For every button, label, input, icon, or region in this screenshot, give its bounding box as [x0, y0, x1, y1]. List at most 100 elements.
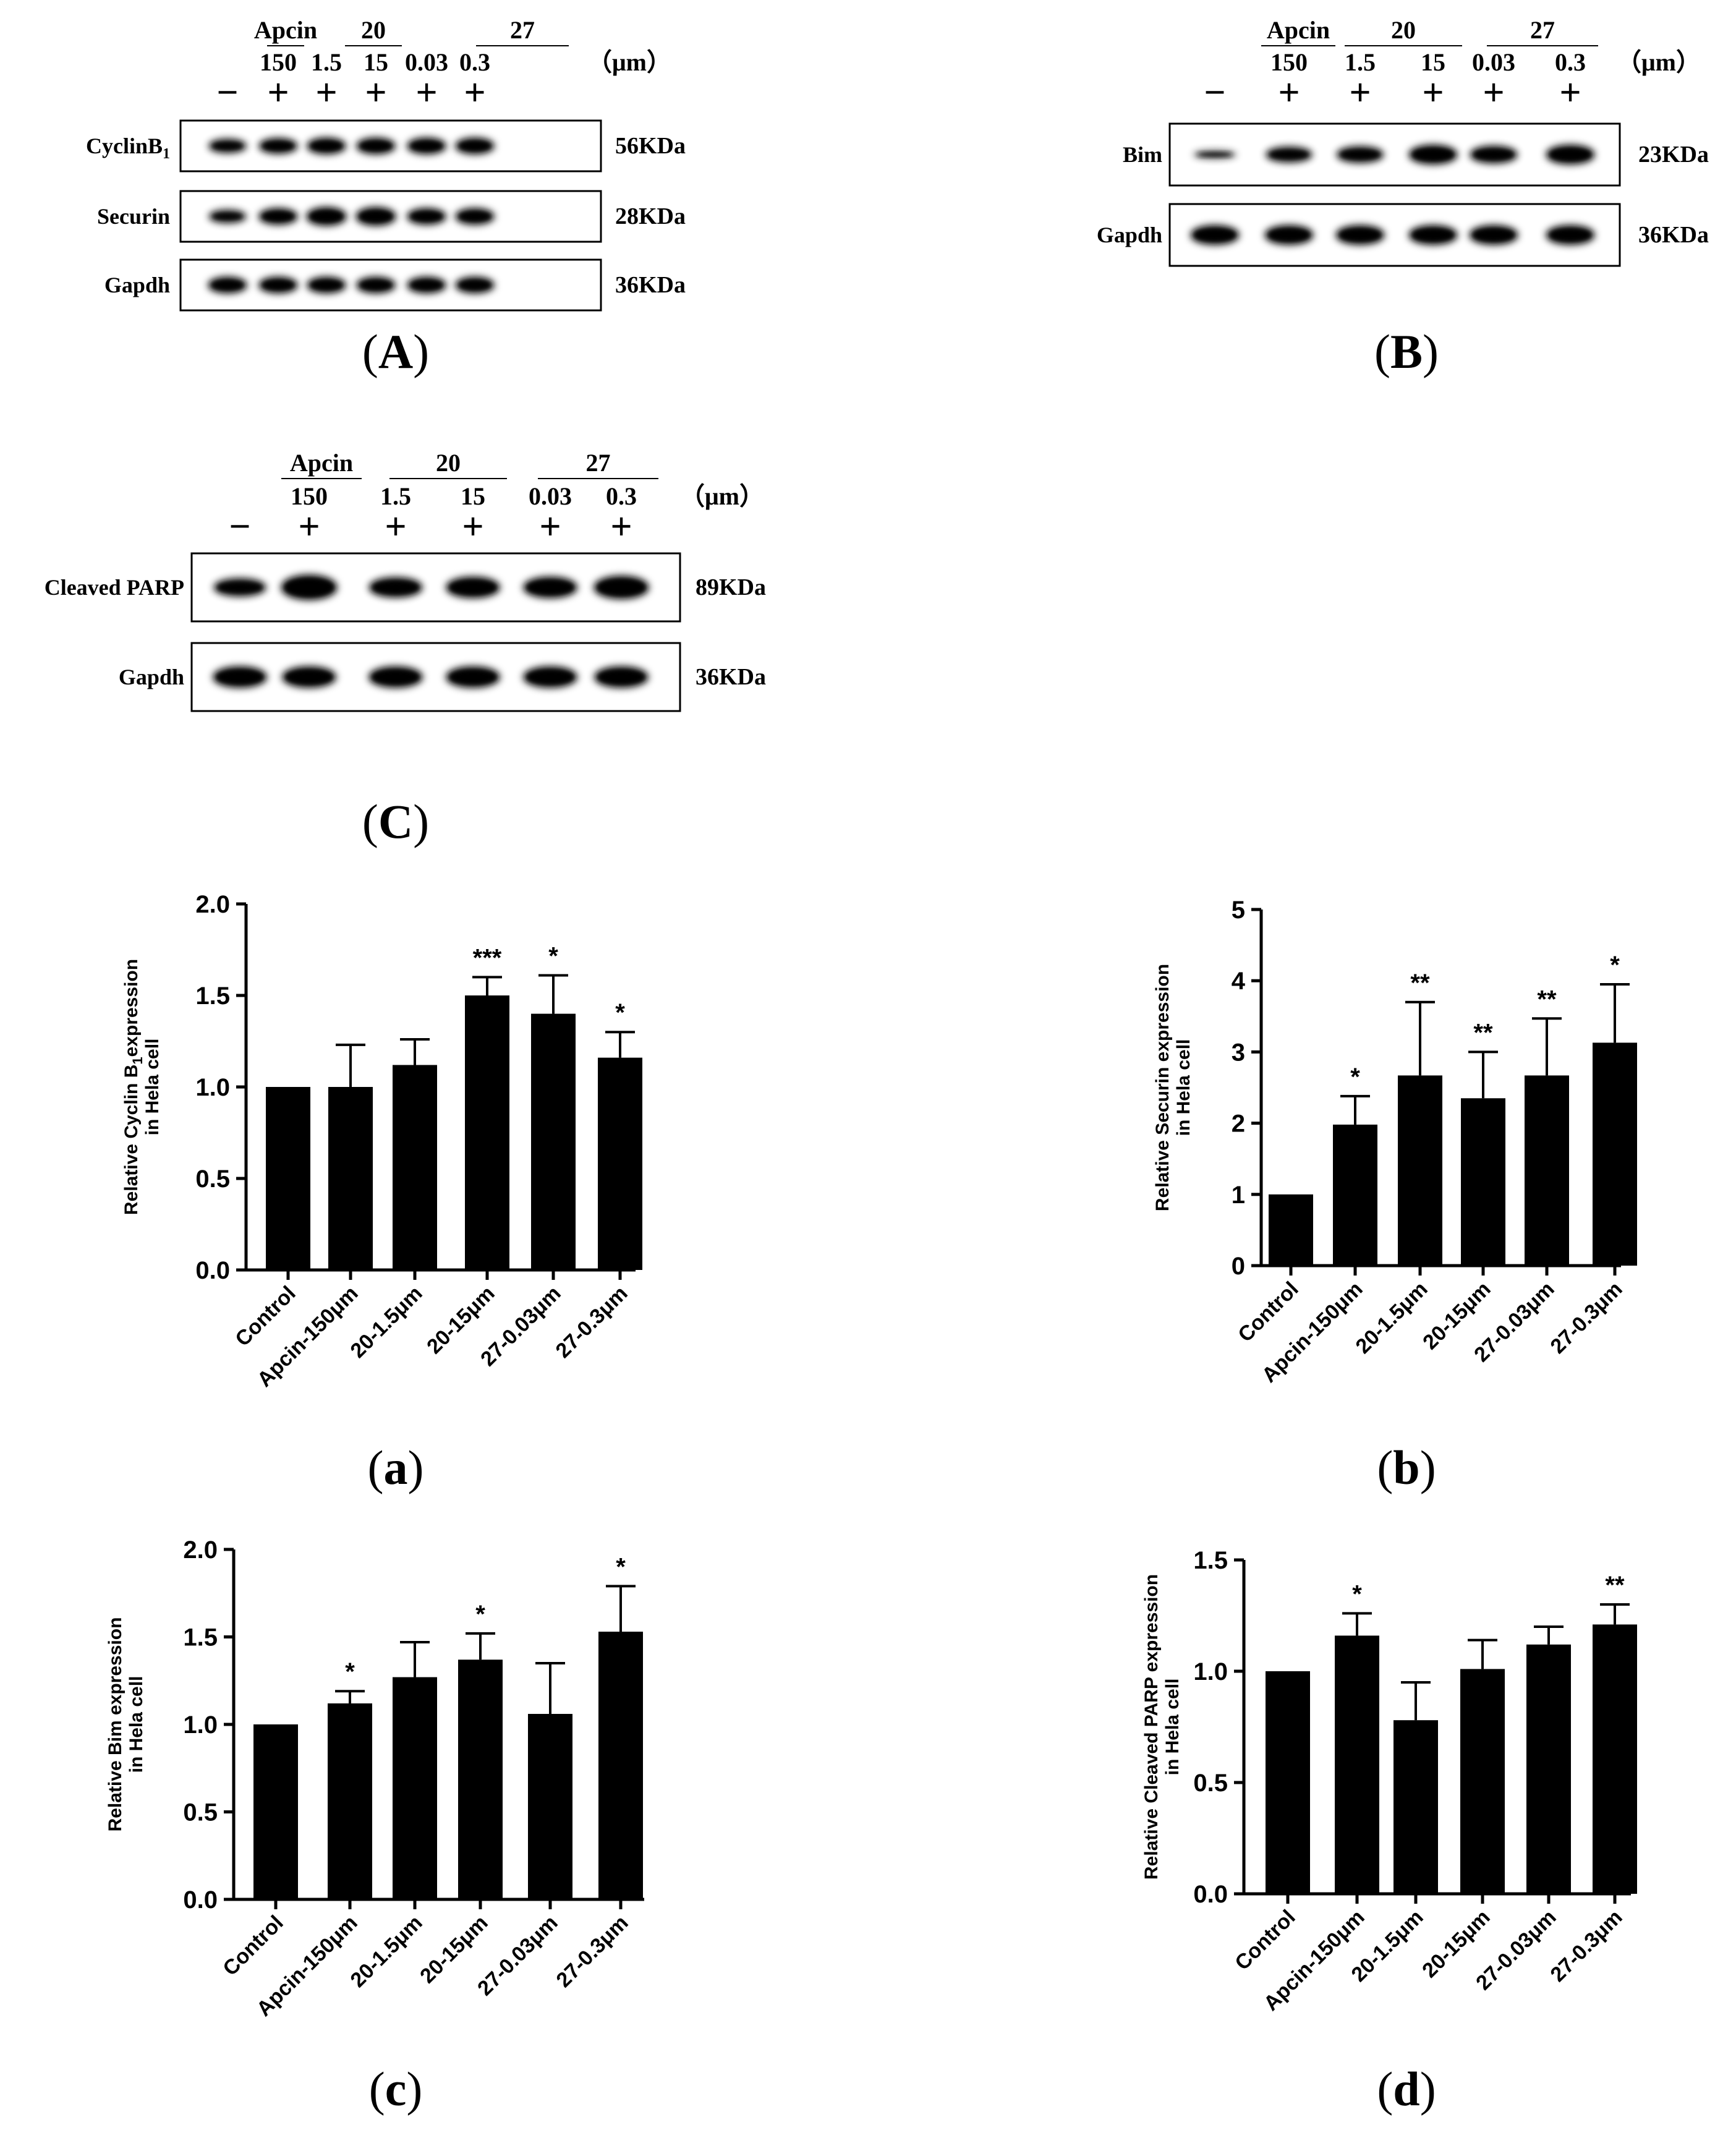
bar — [253, 1724, 298, 1899]
unit-label: （μm） — [680, 482, 764, 510]
plus-sign: + — [539, 506, 561, 548]
plus-sign: + — [385, 506, 406, 548]
protein-band-core — [211, 280, 244, 290]
protein-band-core — [1339, 229, 1381, 241]
molecular-weight-label: 36KDa — [615, 272, 686, 298]
y-axis-title-line2: in Hela cell — [1173, 1039, 1194, 1136]
plus-sign: + — [315, 72, 337, 114]
y-axis-title-line2: in Hela cell — [126, 1676, 147, 1773]
protein-band-core — [262, 211, 294, 221]
y-tick-label: 3 — [1232, 1039, 1245, 1066]
bar — [1526, 1644, 1571, 1894]
protein-band-core — [1473, 149, 1514, 160]
protein-band-core — [360, 280, 392, 290]
dose-label: 0.03 — [405, 48, 448, 76]
bar — [328, 1087, 373, 1270]
protein-band-core — [284, 578, 334, 597]
western-blot-panel-C: Apcin 20 27 150 1.5 15 0.03 0.3 （μm） − + + + + + Cleave… — [45, 449, 766, 712]
y-tick-label: 4 — [1232, 968, 1246, 995]
dose-label: 0.03 — [1472, 48, 1515, 76]
dose-label: 150 — [1270, 48, 1308, 76]
group-label: 20 — [361, 16, 386, 44]
y-tick-label: 1.5 — [1193, 1547, 1228, 1574]
panel-label-d: (d) — [1377, 2062, 1436, 2116]
protein-label: Gapdh — [104, 273, 170, 297]
panel-label-b: (b) — [1377, 1441, 1436, 1494]
bar — [458, 1659, 503, 1899]
group-label: Apcin — [1267, 16, 1330, 44]
plus-sign: + — [610, 506, 632, 548]
dose-label: 1.5 — [311, 48, 342, 76]
y-tick-label: 0.5 — [195, 1165, 230, 1193]
significance-marker: * — [615, 999, 625, 1026]
y-axis-title: Relative Cyclin B1expression — [121, 959, 145, 1215]
bar — [1460, 1669, 1505, 1894]
significance-marker: * — [616, 1553, 626, 1580]
blot-frame — [1168, 203, 1621, 267]
y-tick-label: 0.0 — [1193, 1881, 1228, 1908]
panel-label-c: (c) — [369, 2062, 423, 2116]
y-tick-label: 5 — [1232, 897, 1245, 924]
panel-label-A: (A) — [362, 325, 429, 378]
protein-band-core — [1549, 148, 1591, 161]
protein-band-core — [310, 210, 343, 223]
plus-sign: + — [464, 72, 485, 114]
x-tick-label: 20-1.5μm — [346, 1911, 427, 1992]
dose-label: 0.03 — [529, 482, 572, 510]
protein-band-core — [1412, 148, 1454, 161]
plus-sign: + — [267, 72, 289, 114]
plus-sign: + — [1559, 72, 1581, 114]
protein-band-core — [359, 210, 393, 223]
blot-frame — [1168, 122, 1621, 187]
x-tick-label: Control — [218, 1911, 287, 1980]
molecular-weight-label: 89KDa — [696, 574, 766, 600]
protein-band-core — [1269, 150, 1309, 160]
group-label: 27 — [586, 449, 611, 477]
protein-band-core — [1340, 150, 1381, 160]
bar — [393, 1065, 437, 1270]
western-blot-panel-B: Apcin 20 27 150 1.5 15 0.03 0.3 （μm） − + + + + + Bim 23K… — [1097, 16, 1709, 267]
bar-chart-a: 0.00.51.01.52.0ControlApcin-150μm20-1.5μ… — [121, 891, 642, 1392]
y-tick-label: 1.5 — [183, 1624, 218, 1651]
protein-band-core — [598, 670, 645, 684]
protein-band-core — [211, 142, 244, 150]
protein-band-core — [262, 280, 294, 290]
protein-band-core — [597, 579, 645, 595]
panel-label-a: (a) — [368, 1441, 424, 1494]
y-axis-title-subscript: 1 — [130, 1057, 145, 1064]
significance-marker: ** — [1537, 986, 1557, 1013]
bar — [1593, 1042, 1637, 1266]
panel-label-B: (B) — [1374, 325, 1439, 378]
dose-label: 15 — [1421, 48, 1445, 76]
protein-band-core — [1473, 229, 1515, 241]
y-tick-label: 2.0 — [195, 891, 230, 918]
bar — [328, 1703, 372, 1899]
y-tick-label: 2 — [1232, 1110, 1245, 1138]
group-label: 20 — [1391, 16, 1416, 44]
plus-sign: + — [1483, 72, 1504, 114]
bar — [1335, 1635, 1379, 1894]
panel-label-C: (C) — [362, 794, 429, 848]
significance-marker: * — [1352, 1580, 1362, 1608]
plus-sign: + — [1422, 72, 1444, 114]
y-tick-label: 0 — [1232, 1253, 1245, 1280]
plus-sign: + — [1349, 72, 1371, 114]
x-tick-label: 27-0.3μm — [1546, 1906, 1627, 1987]
dose-label: 1.5 — [1345, 48, 1376, 76]
protein-band-core — [216, 670, 263, 684]
bar — [598, 1632, 643, 1899]
protein-label: Gapdh — [1097, 223, 1162, 247]
bar — [1398, 1075, 1442, 1266]
significance-marker: * — [1610, 952, 1620, 979]
y-tick-label: 0.0 — [183, 1886, 218, 1914]
plus-sign: + — [365, 72, 386, 114]
protein-band-core — [1197, 153, 1233, 156]
bar — [531, 1013, 576, 1270]
bar — [1393, 1720, 1438, 1894]
x-tick-label: 27-0.3μm — [552, 1911, 633, 1992]
plus-sign: + — [415, 72, 437, 114]
y-axis-title: Relative Cleaved PARP expression — [1141, 1574, 1162, 1880]
y-axis-title: Relative Bim expression — [105, 1617, 126, 1832]
